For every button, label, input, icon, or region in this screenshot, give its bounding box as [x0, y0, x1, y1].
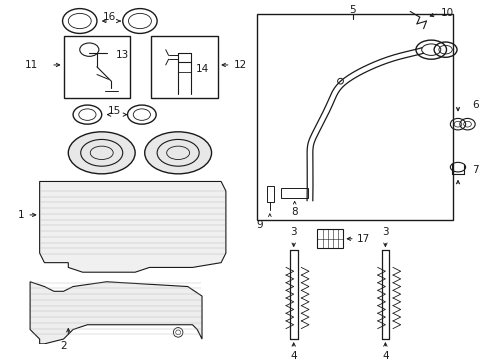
- Text: 4: 4: [382, 351, 389, 360]
- Text: 1: 1: [18, 210, 24, 220]
- Text: 12: 12: [234, 60, 247, 70]
- Bar: [257, 14, 453, 220]
- Ellipse shape: [145, 132, 212, 174]
- Polygon shape: [30, 282, 202, 344]
- Bar: [267, 186, 273, 202]
- Text: 4: 4: [291, 351, 297, 360]
- Text: 14: 14: [196, 64, 209, 74]
- Bar: [281, 188, 308, 198]
- Text: 5: 5: [349, 5, 356, 14]
- Text: 2: 2: [60, 341, 67, 351]
- Ellipse shape: [68, 132, 135, 174]
- Polygon shape: [40, 181, 226, 272]
- Bar: [317, 229, 343, 248]
- Bar: [151, 36, 218, 98]
- Text: 11: 11: [24, 60, 38, 70]
- Text: 7: 7: [472, 165, 479, 175]
- Text: 13: 13: [116, 50, 129, 60]
- Text: 9: 9: [256, 220, 263, 230]
- Text: 16: 16: [103, 12, 116, 22]
- Text: 6: 6: [472, 100, 479, 110]
- Text: 15: 15: [107, 106, 121, 116]
- Text: 3: 3: [382, 227, 389, 237]
- Text: 3: 3: [291, 227, 297, 237]
- Text: 10: 10: [441, 8, 454, 18]
- Text: 17: 17: [357, 234, 370, 244]
- Text: 8: 8: [292, 207, 298, 217]
- Bar: [64, 36, 130, 98]
